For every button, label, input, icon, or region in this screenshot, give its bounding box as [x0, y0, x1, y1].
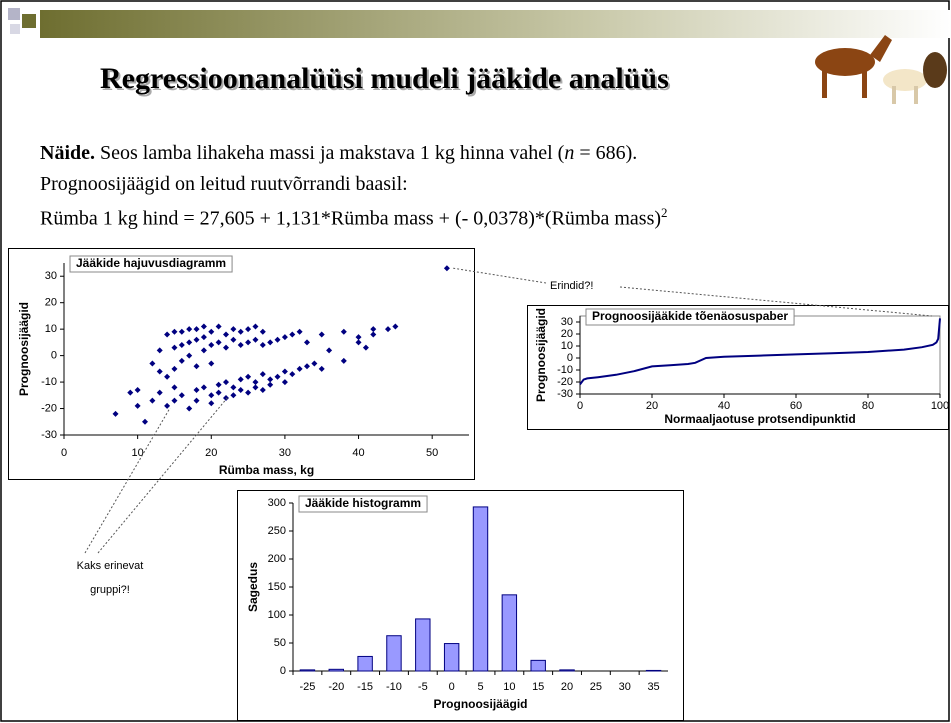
method-text: Prognoosijäägid on leitud ruutvõrrandi b…: [40, 173, 408, 196]
y-tick-label: -20: [557, 376, 573, 388]
plot-area: [64, 263, 469, 435]
example-text: Seos lamba lihakeha massi ja makstava 1 …: [95, 142, 564, 164]
decor-square: [10, 24, 20, 34]
animals-icon: [815, 35, 947, 104]
bar: [387, 636, 401, 671]
chart-title: Jääkide histogramm: [305, 496, 421, 510]
bar: [473, 507, 487, 671]
x-tick-label: -15: [357, 681, 373, 693]
y-tick-label: 20: [561, 328, 573, 340]
y-tick-label: 10: [45, 323, 57, 335]
y-tick-label: 250: [268, 525, 286, 537]
chart-title: Prognoosijääkide tõenäosuspaber: [592, 309, 788, 323]
example-n: n: [564, 142, 574, 164]
slide: Regressioonanalüüsi mudeli jääkide analü…: [0, 0, 951, 723]
chart-title: Jääkide hajuvusdiagramm: [76, 256, 226, 270]
x-tick-label: 0: [577, 400, 583, 412]
x-tick-label: 20: [205, 447, 217, 459]
bar: [329, 669, 343, 671]
y-tick-label: 200: [268, 553, 286, 565]
y-tick-label: 20: [45, 297, 57, 309]
y-tick-label: -20: [41, 402, 57, 414]
y-tick-label: 0: [567, 352, 573, 364]
bar: [416, 619, 430, 671]
x-tick-label: 50: [426, 447, 438, 459]
y-tick-label: -30: [557, 388, 573, 400]
x-tick-label: 20: [561, 681, 573, 693]
x-tick-label: 20: [646, 400, 658, 412]
x-tick-label: 15: [532, 681, 544, 693]
x-tick-label: 35: [647, 681, 659, 693]
y-tick-label: 300: [268, 497, 286, 509]
x-tick-label: 10: [503, 681, 515, 693]
bar: [560, 670, 574, 671]
decor-square: [22, 14, 36, 28]
formula-exponent: 2: [661, 205, 668, 220]
y-tick-label: 100: [268, 609, 286, 621]
example-n-text: = 686).: [574, 142, 637, 164]
bar: [300, 670, 314, 671]
y-tick-label: -10: [557, 364, 573, 376]
y-tick-label: 150: [268, 581, 286, 593]
y-tick-label: 30: [561, 316, 573, 328]
x-tick-label: -20: [328, 681, 344, 693]
x-tick-label: 0: [449, 681, 455, 693]
x-tick-label: 100: [931, 400, 949, 412]
x-tick-label: 5: [477, 681, 483, 693]
x-tick-label: -10: [386, 681, 402, 693]
example-line: Näide. Seos lamba lihakeha massi ja maks…: [40, 142, 637, 165]
formula: Rümba 1 kg hind = 27,605 + 1,131*Rümba m…: [40, 208, 661, 230]
example-label: Näide.: [40, 142, 95, 164]
y-tick-label: 10: [561, 340, 573, 352]
y-axis-title: Prognoosijäägid: [17, 302, 31, 396]
x-tick-label: 40: [352, 447, 364, 459]
x-tick-label: -5: [418, 681, 428, 693]
bar: [502, 595, 516, 671]
y-tick-label: 30: [45, 270, 57, 282]
histogram-chart: 0 50 100 150 200 250 300 -25 -20 -15 -10 -5 0 5 10 15 20…: [237, 490, 684, 721]
x-axis-title: Prognoosijäägid: [433, 697, 527, 711]
y-tick-label: -30: [41, 429, 57, 441]
x-tick-label: 40: [718, 400, 730, 412]
y-tick-label: 50: [274, 637, 286, 649]
y-axis-title: Sagedus: [246, 562, 260, 612]
bar: [646, 670, 660, 671]
x-tick-label: -25: [299, 681, 315, 693]
formula-line: Rümba 1 kg hind = 27,605 + 1,131*Rümba m…: [40, 205, 668, 231]
bar: [444, 644, 458, 671]
x-tick-label: 25: [590, 681, 602, 693]
slide-title: Regressioonanalüüsi mudeli jääkide analü…: [100, 62, 669, 96]
x-axis-title: Normaaljaotuse protsendipunktid: [664, 412, 855, 426]
bar: [358, 656, 372, 671]
y-tick-label: 0: [51, 350, 57, 362]
x-tick-label: 0: [61, 447, 67, 459]
x-tick-label: 80: [862, 400, 874, 412]
y-tick-label: -10: [41, 376, 57, 388]
x-axis-title: Rümba mass, kg: [219, 463, 314, 477]
y-tick-label: 0: [280, 665, 286, 677]
decor-square: [8, 8, 20, 20]
x-tick-label: 60: [790, 400, 802, 412]
scatter-chart: -30 -20 -10 0 10 20 30 0 10 20 30 40 50 Jääkide hajuv…: [8, 248, 475, 480]
x-tick-label: 30: [279, 447, 291, 459]
x-tick-label: 10: [132, 447, 144, 459]
y-axis-title: Prognoosijäägid: [534, 308, 548, 402]
bar: [531, 660, 545, 671]
decor-bar: [40, 10, 951, 38]
x-tick-label: 30: [619, 681, 631, 693]
